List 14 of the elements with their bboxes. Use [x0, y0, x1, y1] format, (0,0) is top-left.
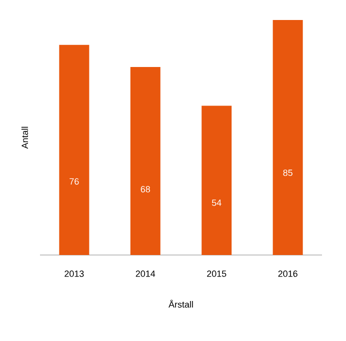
bar	[59, 44, 90, 255]
x-tick-label: 2016	[278, 270, 298, 277]
x-tick-label: 2014	[136, 270, 156, 277]
data-label: 76	[70, 178, 79, 185]
bar	[130, 67, 160, 255]
data-label: 68	[140, 186, 150, 192]
data-label: 85	[283, 170, 292, 176]
x-tick-label: 2015	[207, 270, 226, 277]
data-label: 54	[212, 200, 222, 206]
y-axis-title: Antall	[21, 126, 28, 149]
bar	[272, 20, 303, 255]
bar	[202, 106, 232, 255]
x-axis-title: Årstall	[168, 300, 193, 308]
x-tick-label: 2013	[64, 270, 84, 277]
